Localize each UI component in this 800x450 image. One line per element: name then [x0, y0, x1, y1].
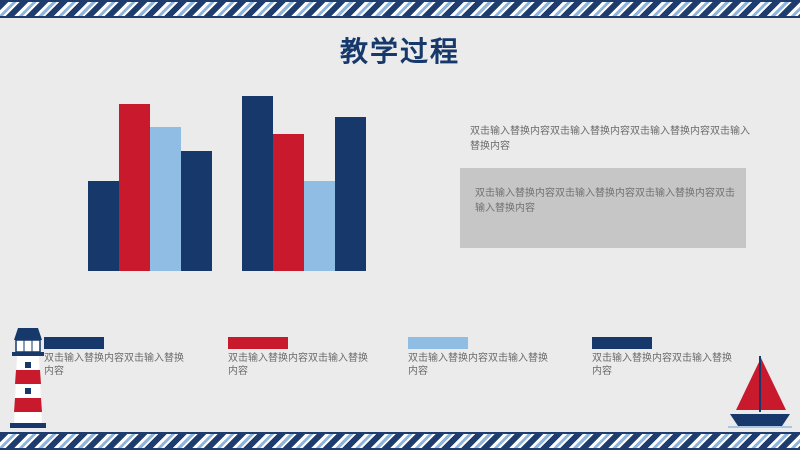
- sailboat-icon: [728, 356, 792, 428]
- highlight-box: [460, 168, 746, 248]
- legend-item-1: 双击输入替换内容双击输入替换内容: [44, 337, 194, 378]
- legend-text-3: 双击输入替换内容双击输入替换内容: [408, 353, 548, 377]
- legend-item-4: 双击输入替换内容双击输入替换内容: [592, 337, 742, 378]
- bar-g2-s2: [273, 134, 304, 271]
- rope-border-bottom: [0, 432, 800, 450]
- legend-swatch-2: [228, 337, 288, 349]
- bar-g2-s3: [304, 181, 335, 271]
- bar-g1-s3: [150, 127, 181, 271]
- legend-text-4: 双击输入替换内容双击输入替换内容: [592, 353, 732, 377]
- text-block-1: 双击输入替换内容双击输入替换内容双击输入替换内容双击输入替换内容: [470, 126, 750, 152]
- legend-swatch-1: [44, 337, 104, 349]
- rope-border-top: [0, 0, 800, 18]
- legend-swatch-4: [592, 337, 652, 349]
- text-block-2: 双击输入替换内容双击输入替换内容双击输入替换内容双击输入替换内容: [475, 188, 735, 214]
- legend-text-2: 双击输入替换内容双击输入替换内容: [228, 353, 368, 377]
- bar-g2-s1: [242, 96, 273, 271]
- legend-swatch-3: [408, 337, 468, 349]
- bar-g1-s4: [181, 151, 212, 271]
- bar-g1-s1: [88, 181, 119, 271]
- legend-item-2: 双击输入替换内容双击输入替换内容: [228, 337, 378, 378]
- bar-g1-s2: [119, 104, 150, 271]
- legend-text-1: 双击输入替换内容双击输入替换内容: [44, 353, 184, 377]
- bar-g2-s4: [335, 117, 366, 271]
- lighthouse-icon: [10, 328, 46, 428]
- legend-item-3: 双击输入替换内容双击输入替换内容: [408, 337, 558, 378]
- page-title: 教学过程: [339, 35, 460, 68]
